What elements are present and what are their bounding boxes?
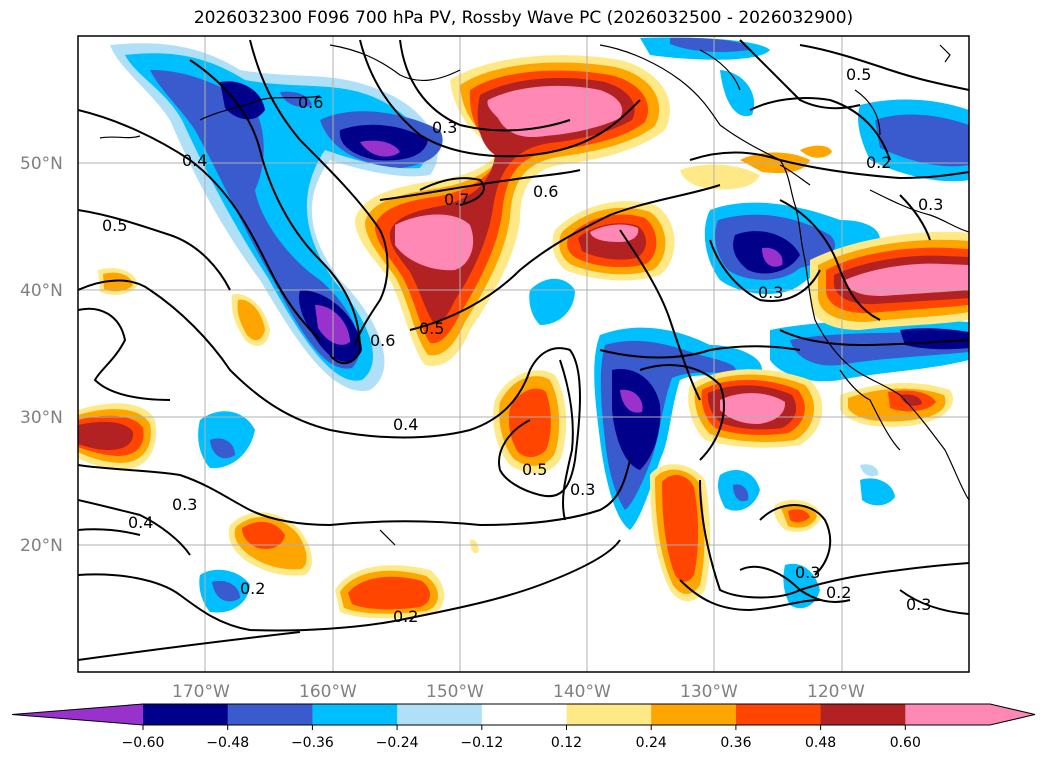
lat-label: 40°N — [20, 281, 63, 301]
colorbar-tick-label: −0.12 — [460, 735, 503, 751]
colorbar-segment — [227, 704, 313, 725]
colorbar-segment — [397, 704, 483, 725]
contour-label: 0.3 — [432, 118, 457, 137]
map-gridlines — [78, 36, 969, 672]
contour-label: 0.2 — [866, 153, 891, 172]
lat-label: 50°N — [20, 154, 63, 174]
contour-label: 0.5 — [419, 319, 444, 338]
contour-label: 0.3 — [758, 283, 783, 302]
contour-label: 0.6 — [298, 93, 323, 112]
contour-label: 0.6 — [533, 182, 558, 201]
colorbar-tick-label: 0.12 — [551, 735, 582, 751]
contour-label: 0.2 — [826, 583, 851, 602]
colorbar-tick-label: −0.60 — [122, 735, 165, 751]
colorbar-segment — [481, 704, 567, 725]
colorbar-segment — [735, 704, 822, 725]
contour-label: 0.3 — [570, 480, 595, 499]
contour-label: 0.2 — [393, 607, 418, 626]
lon-label: 170°W — [172, 682, 230, 702]
colorbar-tick-label: 0.60 — [890, 735, 921, 751]
map-title: 2026032300 F096 700 hPa PV, Rossby Wave … — [193, 8, 854, 28]
coastlines — [99, 44, 969, 546]
colorbar-tick-label: −0.48 — [206, 735, 249, 751]
colorbar-tick-label: 0.36 — [720, 735, 751, 751]
colorbar-segment — [566, 704, 652, 725]
contour-labels: 0.6 0.3 0.5 0.2 0.4 0.5 0.7 0.6 0.6 0.5 … — [102, 65, 943, 626]
contour-label: 0.2 — [240, 579, 265, 598]
longitude-labels: 170°W 160°W 150°W 140°W 130°W 120°W — [172, 682, 865, 702]
colorbar-segment — [820, 704, 906, 725]
pv-anomaly-fill — [78, 37, 969, 619]
colorbar-segment — [905, 704, 991, 725]
colorbar-tick-label: −0.24 — [376, 735, 419, 751]
lon-label: 160°W — [299, 682, 357, 702]
colorbar-segment — [651, 704, 737, 725]
lat-label: 30°N — [20, 408, 63, 428]
contour-label: 0.5 — [846, 65, 871, 84]
latitude-labels: 50°N 40°N 30°N 20°N — [20, 154, 63, 556]
colorbar-tick-label: −0.36 — [291, 735, 334, 751]
colorbar-extend-low — [12, 704, 143, 725]
contour-label: 0.6 — [370, 331, 395, 350]
contour-label: 0.3 — [906, 595, 931, 614]
colorbar-segment — [312, 704, 398, 725]
colorbar: −0.60 −0.48 −0.36 −0.24 −0.12 0.12 0.24 0.36 0.4… — [11, 703, 1036, 751]
lon-label: 120°W — [807, 682, 865, 702]
contour-label: 0.4 — [182, 151, 207, 170]
colorbar-tick-label: 0.48 — [805, 735, 836, 751]
contour-label: 0.5 — [102, 216, 127, 235]
pv-contours — [78, 39, 969, 661]
colorbar-segment — [143, 704, 229, 725]
contour-label: 0.3 — [918, 195, 943, 214]
lat-label: 20°N — [20, 536, 63, 556]
map-frame — [77, 35, 970, 673]
contour-label: 0.4 — [128, 513, 153, 532]
contour-label: 0.7 — [444, 190, 469, 209]
colorbar-tick-label: 0.24 — [636, 735, 667, 751]
contour-label: 0.3 — [795, 563, 820, 582]
lon-label: 130°W — [680, 682, 738, 702]
lon-label: 150°W — [426, 682, 484, 702]
lon-label: 140°W — [553, 682, 611, 702]
contour-label: 0.3 — [172, 495, 197, 514]
contour-label: 0.4 — [393, 415, 418, 434]
colorbar-extend-high — [990, 704, 1035, 725]
contour-label: 0.5 — [522, 460, 547, 479]
